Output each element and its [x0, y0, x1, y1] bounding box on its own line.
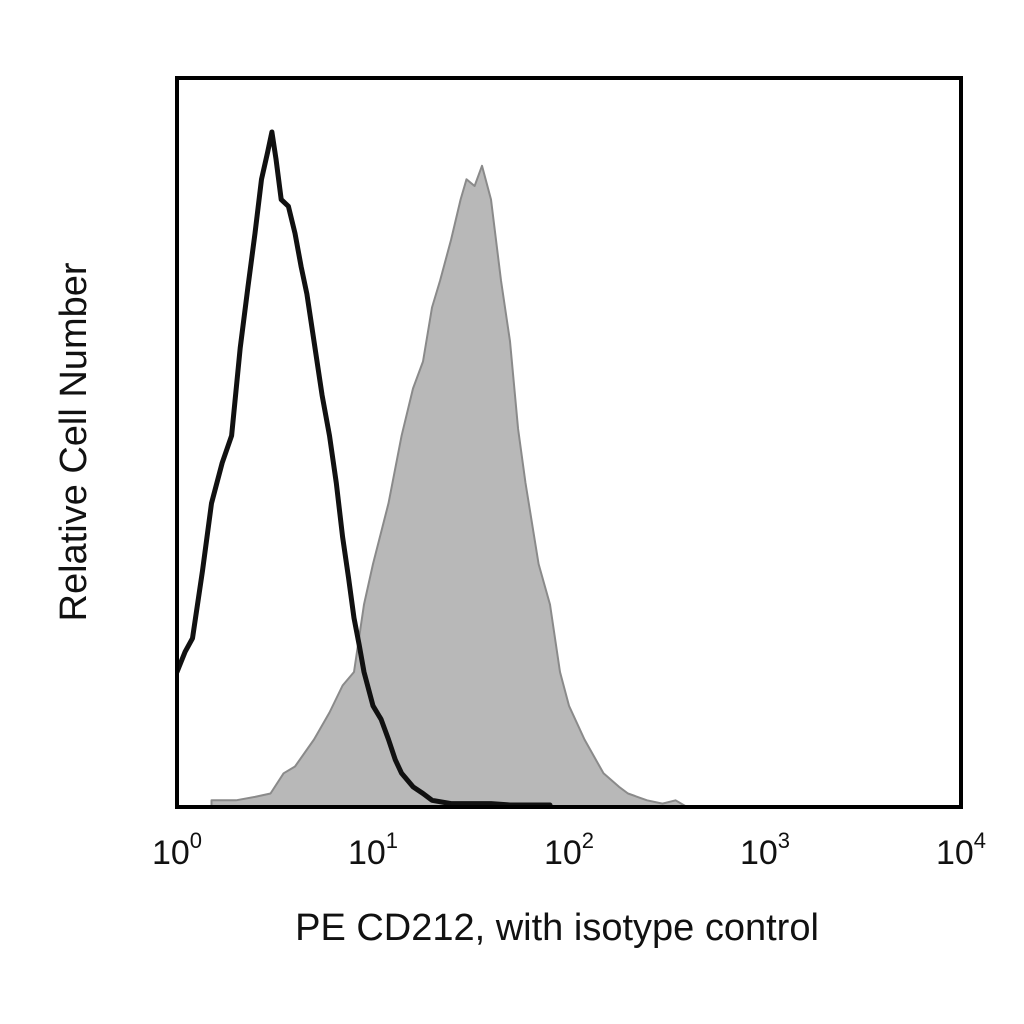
x-axis-ticks: 100 101 102 103 104	[152, 828, 986, 872]
x-tick-exponent: 3	[778, 828, 790, 853]
x-tick-base: 10	[936, 834, 974, 872]
x-axis-label: PE CD212, with isotype control	[295, 907, 819, 949]
x-tick-exponent: 2	[582, 828, 594, 853]
outline-histogram-series	[177, 129, 553, 807]
x-tick-label: 100	[152, 828, 202, 872]
plot-frame	[175, 76, 963, 809]
x-tick-base: 10	[152, 834, 190, 872]
x-tick-base: 10	[348, 834, 386, 872]
x-tick-label: 104	[936, 828, 986, 872]
filled-histogram-series	[210, 164, 688, 807]
x-tick-exponent: 1	[386, 828, 398, 853]
y-axis-label: Relative Cell Number	[53, 262, 95, 621]
x-tick-base: 10	[740, 834, 778, 872]
x-tick-label: 102	[544, 828, 594, 872]
x-tick-label: 103	[740, 828, 790, 872]
x-tick-label: 101	[348, 828, 398, 872]
x-tick-base: 10	[544, 834, 582, 872]
x-tick-exponent: 4	[974, 828, 986, 853]
x-tick-exponent: 0	[190, 828, 202, 853]
